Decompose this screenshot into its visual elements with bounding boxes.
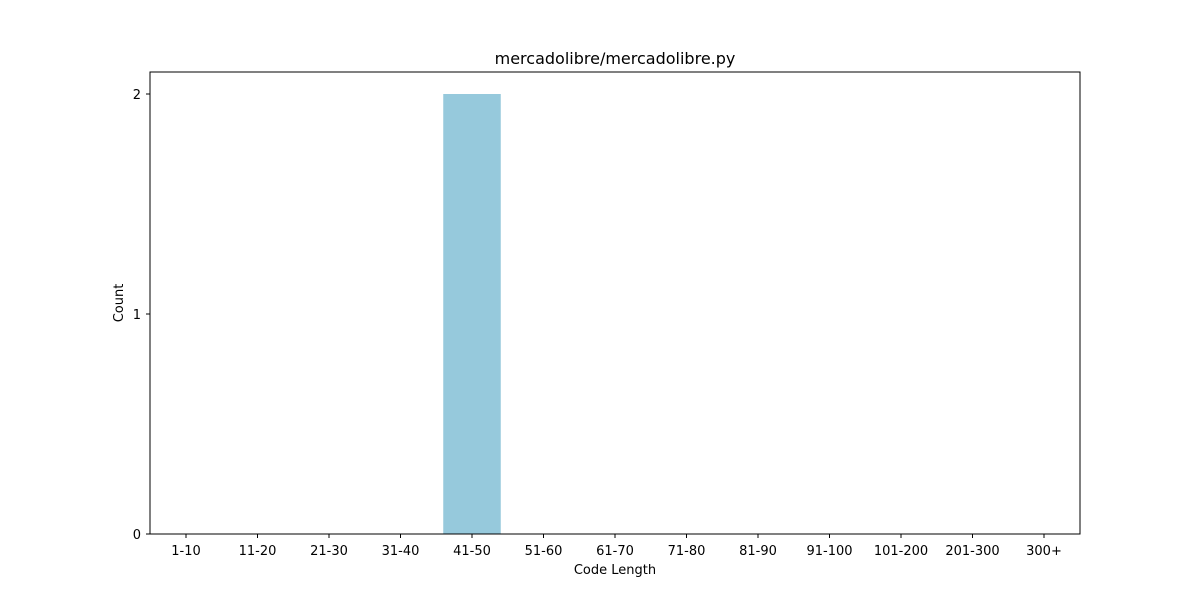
plot-frame — [149, 71, 1081, 535]
y-tick-label: 0 — [133, 528, 141, 543]
chart-title: mercadolibre/mercadolibre.py — [495, 49, 736, 68]
x-tick-label: 300+ — [1026, 544, 1062, 559]
bar-41-50 — [443, 94, 501, 534]
x-tick-label: 51-60 — [525, 544, 563, 559]
x-tick-label: 11-20 — [239, 544, 277, 559]
x-tick-label: 31-40 — [382, 544, 420, 559]
bars-group — [443, 94, 501, 534]
y-axis-label: Count — [112, 284, 127, 323]
x-axis-ticks: 1-10 11-20 21-30 31-40 41-50 51-60 61-70 71-80 8… — [171, 534, 1062, 559]
x-tick-label: 201-300 — [945, 544, 999, 559]
x-tick-label: 81-90 — [739, 544, 777, 559]
x-tick-label: 61-70 — [596, 544, 634, 559]
y-tick-label: 1 — [133, 308, 141, 323]
x-axis-label: Code Length — [574, 563, 656, 578]
x-tick-label: 71-80 — [668, 544, 706, 559]
x-tick-label: 1-10 — [171, 544, 201, 559]
x-tick-label: 41-50 — [453, 544, 491, 559]
y-axis-ticks: 0 1 2 — [133, 88, 150, 543]
x-tick-label: 21-30 — [310, 544, 348, 559]
x-tick-label: 91-100 — [806, 544, 852, 559]
y-tick-label: 2 — [133, 88, 141, 103]
x-tick-label: 101-200 — [874, 544, 928, 559]
